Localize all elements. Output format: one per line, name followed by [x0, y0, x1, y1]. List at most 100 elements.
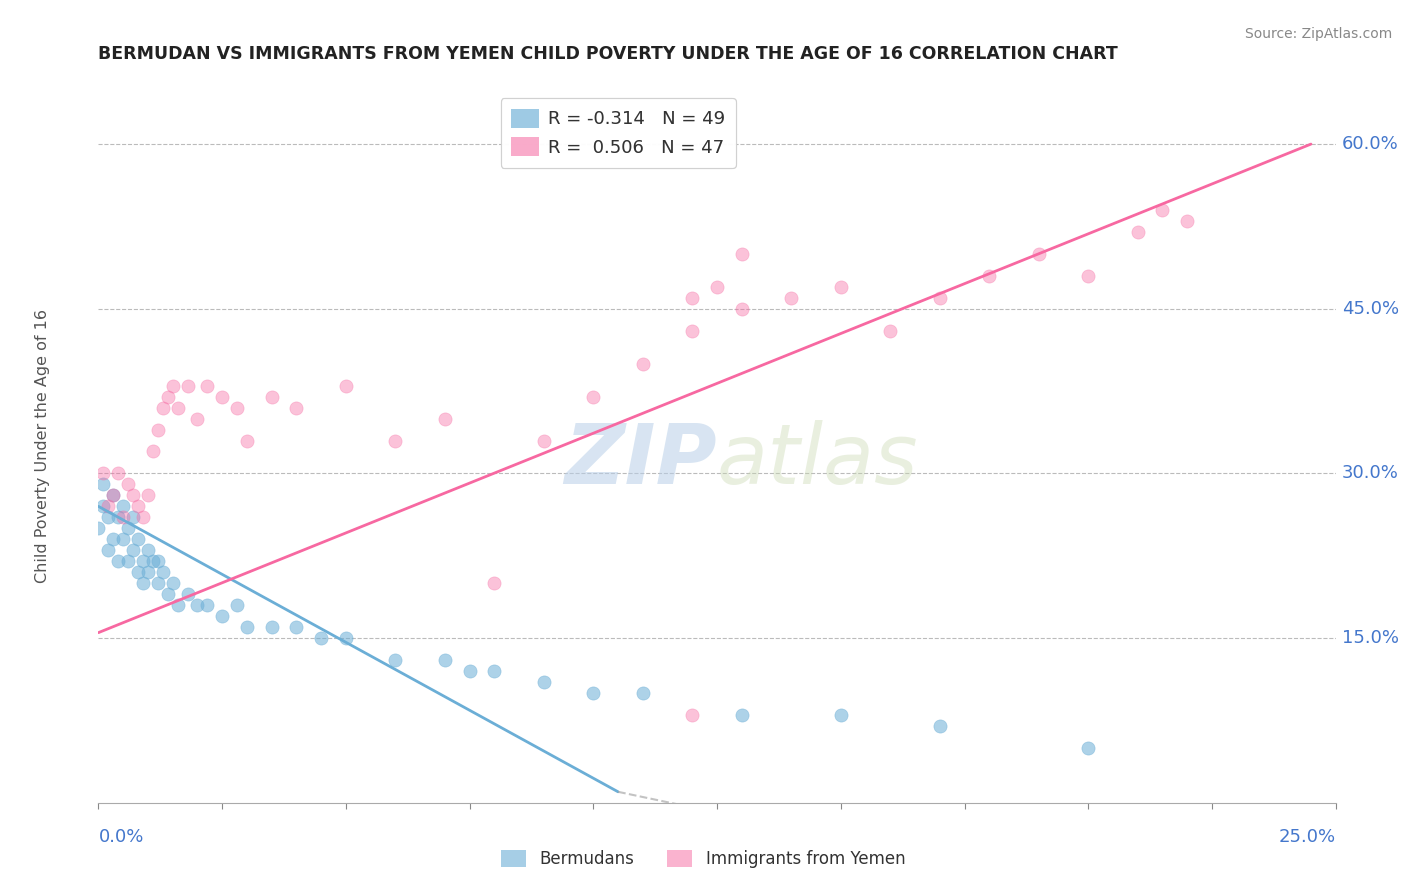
Point — [731, 247, 754, 261]
Point — [384, 653, 406, 667]
Point — [928, 719, 950, 733]
Point — [582, 390, 605, 404]
Point — [117, 521, 139, 535]
Point — [176, 587, 198, 601]
Point — [211, 609, 233, 624]
Text: 30.0%: 30.0% — [1341, 465, 1399, 483]
Point — [533, 434, 555, 448]
Point — [1175, 214, 1198, 228]
Point — [681, 324, 703, 338]
Point — [1077, 740, 1099, 755]
Text: 60.0%: 60.0% — [1341, 135, 1399, 153]
Point — [132, 576, 155, 591]
Point — [285, 401, 308, 415]
Point — [236, 434, 259, 448]
Point — [879, 324, 901, 338]
Point — [533, 675, 555, 690]
Point — [830, 280, 852, 294]
Point — [582, 686, 605, 700]
Point — [93, 477, 115, 491]
Point — [136, 543, 159, 558]
Point — [186, 598, 208, 612]
Text: BERMUDAN VS IMMIGRANTS FROM YEMEN CHILD POVERTY UNDER THE AGE OF 16 CORRELATION : BERMUDAN VS IMMIGRANTS FROM YEMEN CHILD … — [98, 45, 1118, 62]
Point — [1077, 268, 1099, 283]
Point — [195, 378, 218, 392]
Point — [112, 533, 135, 547]
Point — [309, 631, 332, 645]
Point — [156, 390, 179, 404]
Point — [152, 401, 174, 415]
Point — [195, 598, 218, 612]
Point — [681, 291, 703, 305]
Point — [146, 576, 169, 591]
Point — [122, 543, 145, 558]
Point — [384, 434, 406, 448]
Point — [211, 390, 233, 404]
Legend: Bermudans, Immigrants from Yemen: Bermudans, Immigrants from Yemen — [494, 843, 912, 875]
Point — [103, 488, 125, 502]
Point — [162, 576, 184, 591]
Point — [103, 533, 125, 547]
Point — [136, 488, 159, 502]
Point — [285, 620, 308, 634]
Point — [335, 631, 357, 645]
Point — [152, 566, 174, 580]
Text: 25.0%: 25.0% — [1278, 828, 1336, 846]
Point — [236, 620, 259, 634]
Point — [166, 401, 188, 415]
Point — [260, 390, 283, 404]
Point — [107, 554, 129, 568]
Text: atlas: atlas — [717, 420, 918, 500]
Point — [176, 378, 198, 392]
Point — [830, 708, 852, 723]
Point — [186, 411, 208, 425]
Point — [484, 576, 506, 591]
Point — [97, 543, 120, 558]
Point — [146, 423, 169, 437]
Point — [1028, 247, 1050, 261]
Text: Child Poverty Under the Age of 16: Child Poverty Under the Age of 16 — [35, 309, 51, 583]
Point — [260, 620, 283, 634]
Point — [132, 554, 155, 568]
Point — [112, 510, 135, 524]
Point — [103, 488, 125, 502]
Point — [631, 357, 654, 371]
Text: 15.0%: 15.0% — [1341, 629, 1399, 647]
Text: 0.0%: 0.0% — [98, 828, 143, 846]
Point — [97, 510, 120, 524]
Point — [631, 686, 654, 700]
Point — [156, 587, 179, 601]
Point — [780, 291, 803, 305]
Point — [87, 521, 110, 535]
Text: ZIP: ZIP — [564, 420, 717, 500]
Point — [117, 554, 139, 568]
Point — [928, 291, 950, 305]
Point — [122, 510, 145, 524]
Point — [142, 444, 165, 458]
Point — [142, 554, 165, 568]
Point — [166, 598, 188, 612]
Point — [706, 280, 728, 294]
Point — [132, 510, 155, 524]
Point — [226, 598, 249, 612]
Point — [127, 533, 149, 547]
Point — [127, 566, 149, 580]
Point — [731, 708, 754, 723]
Point — [681, 708, 703, 723]
Point — [93, 467, 115, 481]
Legend: R = -0.314   N = 49, R =  0.506   N = 47: R = -0.314 N = 49, R = 0.506 N = 47 — [501, 98, 735, 168]
Point — [97, 500, 120, 514]
Point — [112, 500, 135, 514]
Point — [1152, 202, 1174, 217]
Point — [93, 500, 115, 514]
Point — [226, 401, 249, 415]
Point — [335, 378, 357, 392]
Point — [979, 268, 1001, 283]
Point — [1126, 225, 1149, 239]
Point — [122, 488, 145, 502]
Point — [731, 301, 754, 316]
Point — [146, 554, 169, 568]
Point — [117, 477, 139, 491]
Text: 45.0%: 45.0% — [1341, 300, 1399, 318]
Point — [458, 664, 481, 678]
